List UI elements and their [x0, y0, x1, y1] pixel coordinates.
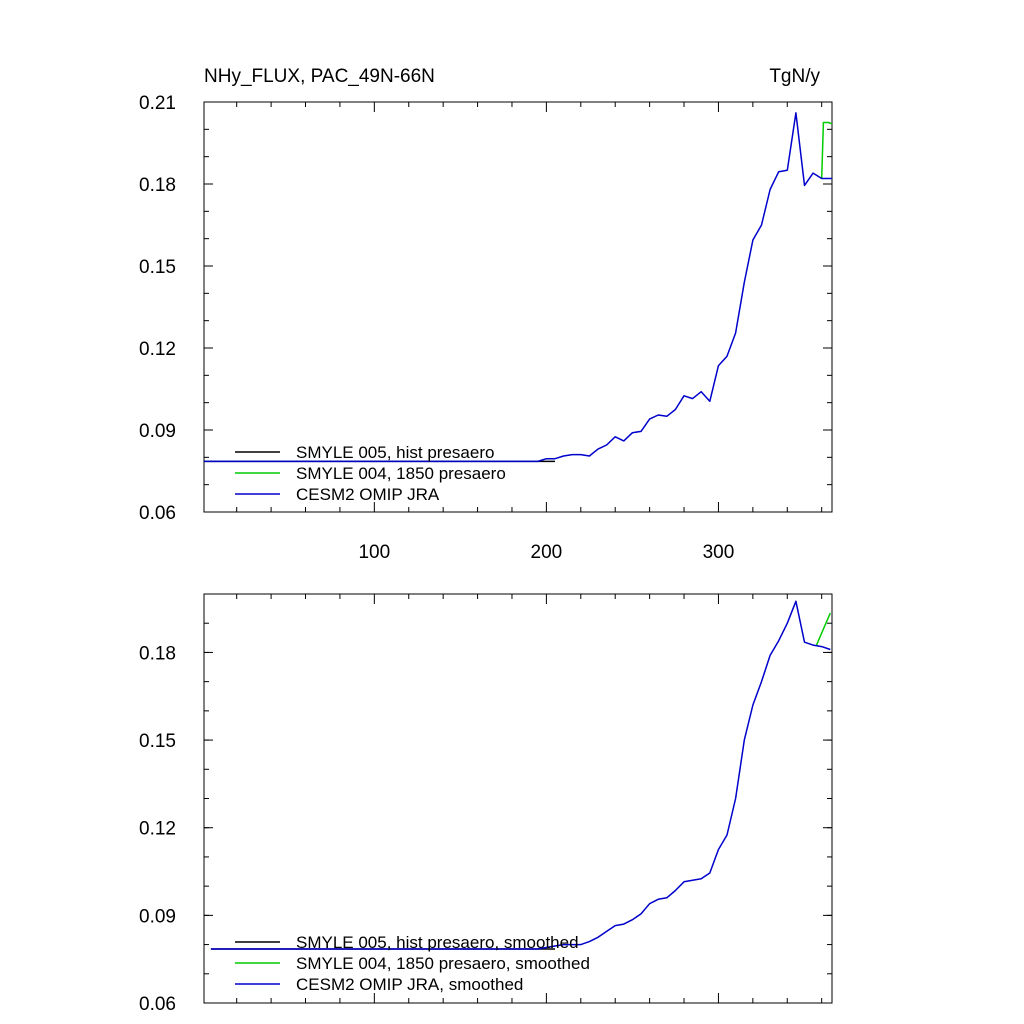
top-ytick-label: 0.18 [139, 175, 176, 196]
top-xtick-label: 200 [531, 542, 563, 563]
bottom-ytick-label: 0.18 [139, 643, 176, 664]
bottom-axes: 0.06 0.09 0.12 0.15 0.18 [139, 593, 832, 1015]
top-legend-label-2: CESM2 OMIP JRA [296, 485, 440, 504]
bottom-legend-label-1: SMYLE 004, 1850 presaero, smoothed [296, 954, 590, 973]
bottom-legend-label-0: SMYLE 005, hist presaero, smoothed [296, 933, 579, 952]
bottom-ytick-label: 0.15 [139, 731, 176, 752]
top-title-right: TgN/y [769, 66, 820, 87]
bottom-series-line-2 [210, 600, 831, 950]
top-legend-label-1: SMYLE 004, 1850 presaero [296, 464, 506, 483]
bottom-legend-label-2: CESM2 OMIP JRA, smoothed [296, 975, 523, 994]
top-axes: 0.06 0.09 0.12 0.15 0.18 0.21 100 200 300 [139, 93, 832, 563]
bottom-ytick-label: 0.09 [139, 906, 176, 927]
top-plot-frame [203, 101, 833, 513]
top-series [204, 112, 833, 463]
top-title-left: NHy_FLUX, PAC_49N-66N [204, 66, 435, 87]
bottom-series-line-1 [815, 612, 831, 646]
top-ytick-label: 0.12 [139, 339, 176, 360]
top-series-line-2 [204, 112, 832, 463]
bottom-panel: 0.06 0.09 0.12 0.15 0.18 SMYLE 005, hist pre… [139, 593, 833, 1015]
top-series-line-1 [820, 121, 833, 179]
top-panel: NHy_FLUX, PAC_49N-66N TgN/y 0.06 0.09 0.12… [139, 66, 833, 563]
top-ytick-label: 0.09 [139, 421, 176, 442]
top-legend-label-0: SMYLE 005, hist presaero [296, 443, 494, 462]
bottom-series [210, 600, 831, 950]
bottom-ytick-label: 0.12 [139, 819, 176, 840]
top-ytick-label: 0.15 [139, 257, 176, 278]
bottom-ytick-label: 0.06 [139, 994, 176, 1015]
top-xtick-label: 300 [703, 542, 735, 563]
bottom-legend: SMYLE 005, hist presaero, smoothed SMYLE … [235, 933, 590, 994]
top-xtick-label: 100 [358, 542, 390, 563]
top-ytick-label: 0.21 [139, 93, 176, 114]
top-legend: SMYLE 005, hist presaero SMYLE 004, 1850 … [235, 443, 506, 504]
top-ytick-label: 0.06 [139, 503, 176, 524]
